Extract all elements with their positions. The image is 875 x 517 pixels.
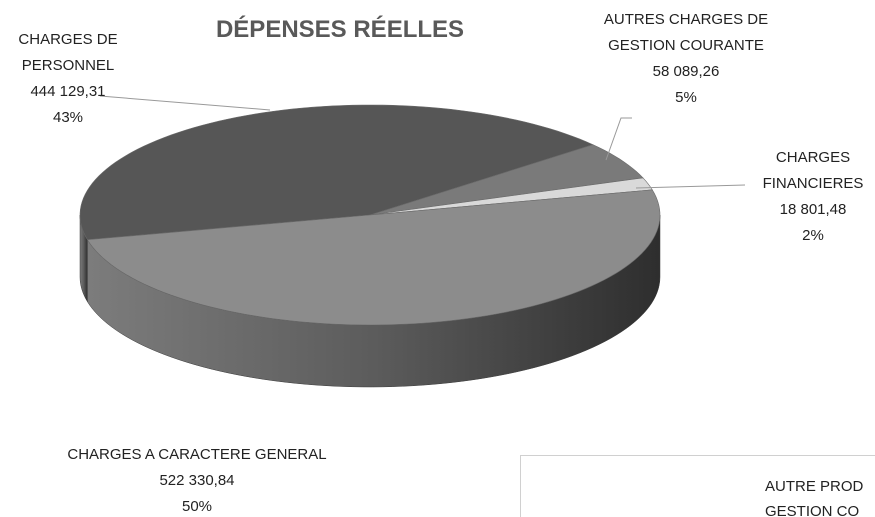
percent-label: 5% xyxy=(675,89,697,106)
panel-text: GESTION CO xyxy=(765,503,860,517)
data-label: CHARGES A CARACTERE GENERAL 522 330,84 50% xyxy=(17,442,377,517)
category-label: AUTRES CHARGES DE GESTION COURANTE xyxy=(603,11,769,54)
percent-label: 2% xyxy=(802,227,824,244)
slice xyxy=(369,144,644,216)
data-label: CHARGES DE PERSONNEL 444 129,31 43% xyxy=(8,27,128,131)
slice xyxy=(79,104,594,241)
data-label: AUTRES CHARGES DE GESTION COURANTE 58 089… xyxy=(586,7,786,111)
leader-line xyxy=(635,184,746,189)
category-label: CHARGES A CARACTERE GENERAL xyxy=(67,446,327,463)
leader-line xyxy=(605,117,632,161)
chart-title: DÉPENSES RÉELLES xyxy=(215,16,465,43)
other-panel: AUTRE PROD GESTION CO xyxy=(520,455,875,517)
slice xyxy=(86,189,661,326)
data-label: CHARGES FINANCIERES 18 801,48 2% xyxy=(753,145,873,249)
value-label: 58 089,26 xyxy=(652,63,720,80)
percent-label: 43% xyxy=(52,109,84,126)
panel-text: AUTRE PROD xyxy=(765,478,864,495)
value-label: 444 129,31 xyxy=(30,83,106,100)
value-label: 18 801,48 xyxy=(779,201,847,218)
value-label: 522 330,84 xyxy=(159,472,235,489)
percent-label: 50% xyxy=(181,498,213,515)
leader-line xyxy=(99,95,271,111)
category-label: CHARGES DE PERSONNEL xyxy=(18,31,118,74)
category-label: CHARGES FINANCIERES xyxy=(762,149,864,192)
